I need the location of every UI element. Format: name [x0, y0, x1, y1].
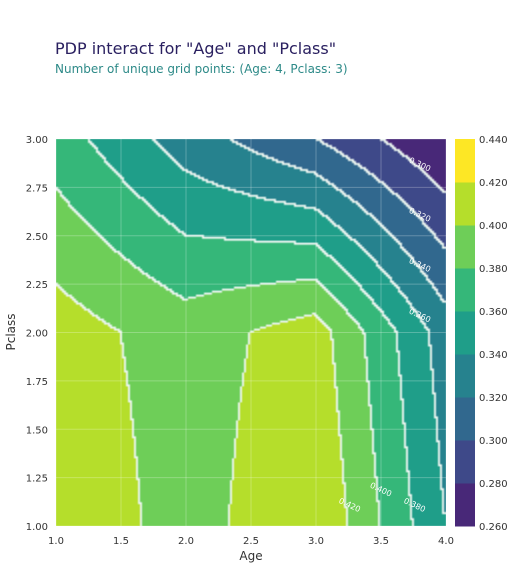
y-tick-label: 2.25	[26, 280, 48, 291]
colorbar-segment	[455, 483, 475, 527]
colorbar-tick-label: 0.440	[479, 135, 508, 146]
y-tick-label: 2.50	[26, 232, 48, 243]
x-axis-label: Age	[239, 549, 262, 563]
x-tick-label: 2.0	[178, 536, 194, 547]
colorbar-tick-label: 0.320	[479, 393, 508, 404]
x-tick-label: 4.0	[438, 536, 454, 547]
colorbar-segment	[455, 182, 475, 226]
y-axis-ticks: 1.00 1.25 1.50 1.75 2.00 2.25 2.50 2.75 3.00	[26, 135, 48, 533]
colorbar-segment	[455, 440, 475, 484]
colorbar-segment	[455, 311, 475, 355]
colorbar-tick-label: 0.280	[479, 479, 508, 490]
y-tick-label: 1.00	[26, 522, 48, 533]
colorbar-tick-label: 0.380	[479, 264, 508, 275]
colorbar-tick-label: 0.360	[479, 307, 508, 318]
x-tick-label: 3.0	[308, 536, 324, 547]
colorbar-segment	[455, 268, 475, 312]
colorbar-ticks: 0.440 0.420 0.400 0.380 0.360 0.340 0.320 0.300…	[479, 135, 508, 533]
y-tick-label: 1.75	[26, 377, 48, 388]
y-tick-label: 1.25	[26, 474, 48, 485]
y-tick-label: 3.00	[26, 135, 48, 146]
x-tick-label: 1.5	[113, 536, 129, 547]
colorbar-tick-label: 0.260	[479, 522, 508, 533]
chart-title: PDP interact for "Age" and "Pclass"	[55, 39, 336, 58]
contour-heatmap	[56, 139, 446, 526]
y-tick-label: 1.50	[26, 425, 48, 436]
colorbar-segment	[455, 225, 475, 269]
y-tick-label: 2.75	[26, 183, 48, 194]
colorbar-segment	[455, 139, 475, 183]
y-axis-label: Pclass	[4, 313, 18, 350]
colorbar-tick-label: 0.420	[479, 178, 508, 189]
x-axis-ticks: 1.0 1.5 2.0 2.5 3.0 3.5 4.0	[48, 536, 454, 547]
y-tick-label: 2.00	[26, 329, 48, 340]
grid-lines	[55, 138, 447, 527]
x-tick-label: 3.5	[373, 536, 389, 547]
colorbar-tick-label: 0.300	[479, 436, 508, 447]
colorbar-tick-label: 0.340	[479, 350, 508, 361]
colorbar-segment	[455, 354, 475, 398]
x-tick-label: 1.0	[48, 536, 64, 547]
x-tick-label: 2.5	[243, 536, 259, 547]
colorbar-tick-label: 0.400	[479, 221, 508, 232]
colorbar	[455, 139, 475, 527]
chart-subtitle: Number of unique grid points: (Age: 4, P…	[55, 62, 348, 76]
colorbar-segment	[455, 397, 475, 441]
